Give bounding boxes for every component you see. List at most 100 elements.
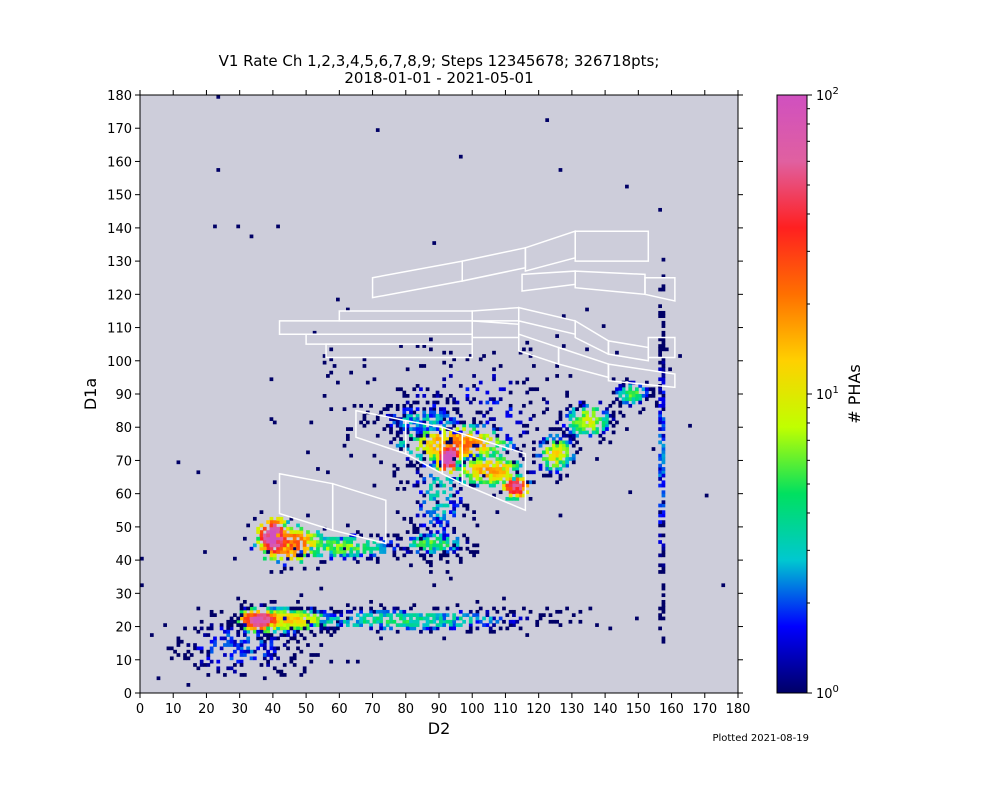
heatmap-cell [472, 467, 476, 471]
heatmap-cell [575, 423, 579, 428]
heatmap-cell [468, 400, 473, 405]
heatmap-cell [555, 447, 559, 451]
heatmap-cell [239, 613, 244, 617]
heatmap-cell [379, 536, 383, 541]
heatmap-cell [455, 477, 460, 481]
heatmap-cell [329, 553, 334, 558]
heatmap-cell [452, 510, 457, 514]
heatmap-cell [488, 483, 493, 488]
heatmap-cell [395, 556, 400, 561]
heatmap-cell [399, 387, 403, 392]
x-tick-label: 10 [165, 702, 182, 717]
heatmap-cell [296, 629, 300, 634]
y-tick-label: 60 [115, 488, 132, 503]
heatmap-cell [505, 463, 510, 468]
heatmap-cell [555, 457, 559, 461]
heatmap-cell [442, 463, 447, 468]
heatmap-cell [365, 619, 370, 624]
x-tick-label: 70 [364, 702, 381, 717]
heatmap-cell [395, 387, 400, 392]
heatmap-cell [233, 663, 237, 667]
heatmap-cell [382, 613, 387, 617]
heatmap-cell [498, 440, 503, 445]
heatmap-cell [541, 613, 546, 617]
heatmap-cell [661, 320, 666, 325]
heatmap-cell [571, 437, 576, 441]
heatmap-cell [435, 437, 440, 441]
heatmap-cell [219, 626, 224, 631]
heatmap-cell [276, 530, 280, 534]
heatmap-cell [262, 646, 267, 651]
heatmap-cell [551, 427, 556, 431]
heatmap-cell [558, 437, 563, 441]
heatmap-cell [611, 390, 616, 395]
heatmap-cell [422, 463, 427, 468]
heatmap-cell [266, 629, 270, 634]
heatmap-cell [302, 566, 307, 571]
heatmap-cell [402, 403, 407, 408]
heatmap-cell [561, 443, 566, 448]
heatmap-cell [385, 623, 390, 627]
heatmap-cell [611, 417, 616, 421]
heatmap-cell [276, 526, 280, 531]
heatmap-cell [448, 350, 453, 355]
heatmap-cell [289, 556, 294, 561]
heatmap-cell [432, 433, 437, 438]
heatmap-cell [462, 503, 466, 508]
heatmap-cell [558, 467, 563, 471]
heatmap-cell [385, 413, 390, 418]
heatmap-cell [429, 463, 433, 468]
heatmap-cell [658, 367, 662, 372]
heatmap-cell [269, 646, 274, 651]
heatmap-cell [661, 457, 666, 461]
heatmap-cell [472, 516, 476, 521]
y-tick-label: 180 [107, 89, 132, 104]
heatmap-cell [522, 487, 526, 491]
heatmap-cell [528, 387, 533, 392]
heatmap-cell [448, 453, 453, 458]
heatmap-cell [482, 437, 486, 441]
heatmap-cell [332, 550, 337, 554]
heatmap-cell [658, 470, 662, 475]
heatmap-cell [316, 553, 320, 558]
heatmap-cell [439, 616, 443, 621]
heatmap-cell [236, 633, 241, 637]
heatmap-cell [229, 656, 234, 661]
heatmap-cell [419, 503, 423, 508]
heatmap-cell [312, 553, 317, 558]
y-tick-label: 90 [115, 388, 132, 403]
heatmap-cell [282, 540, 287, 544]
heatmap-cell [445, 457, 450, 461]
heatmap-cell [279, 606, 284, 611]
heatmap-cell [439, 520, 443, 524]
heatmap-cell [289, 550, 294, 554]
heatmap-cell [635, 616, 639, 621]
heatmap-cell [415, 513, 420, 518]
heatmap-cell [233, 649, 237, 654]
heatmap-cell [332, 364, 337, 368]
x-tick-label: 30 [231, 702, 248, 717]
heatmap-cell [259, 626, 264, 631]
heatmap-cell [532, 440, 536, 445]
heatmap-cell [399, 420, 403, 425]
heatmap-cell [429, 540, 433, 544]
heatmap-cell [658, 510, 662, 514]
heatmap-cell [522, 430, 526, 435]
heatmap-cell [349, 453, 354, 458]
heatmap-cell [429, 337, 433, 342]
heatmap-cell [229, 616, 234, 621]
heatmap-cell [326, 619, 330, 624]
heatmap-cell [558, 473, 563, 478]
y-tick-label: 40 [115, 554, 132, 569]
heatmap-cell [345, 619, 350, 624]
heatmap-cell [262, 639, 267, 644]
selection-region [574, 230, 650, 262]
heatmap-cell [213, 224, 217, 229]
heatmap-cell [508, 460, 513, 465]
heatmap-cell [226, 626, 231, 631]
heatmap-cell [495, 450, 500, 455]
heatmap-cell [472, 473, 476, 478]
heatmap-cell [296, 609, 300, 614]
heatmap-cell [452, 500, 457, 505]
heatmap-cell [432, 516, 437, 521]
